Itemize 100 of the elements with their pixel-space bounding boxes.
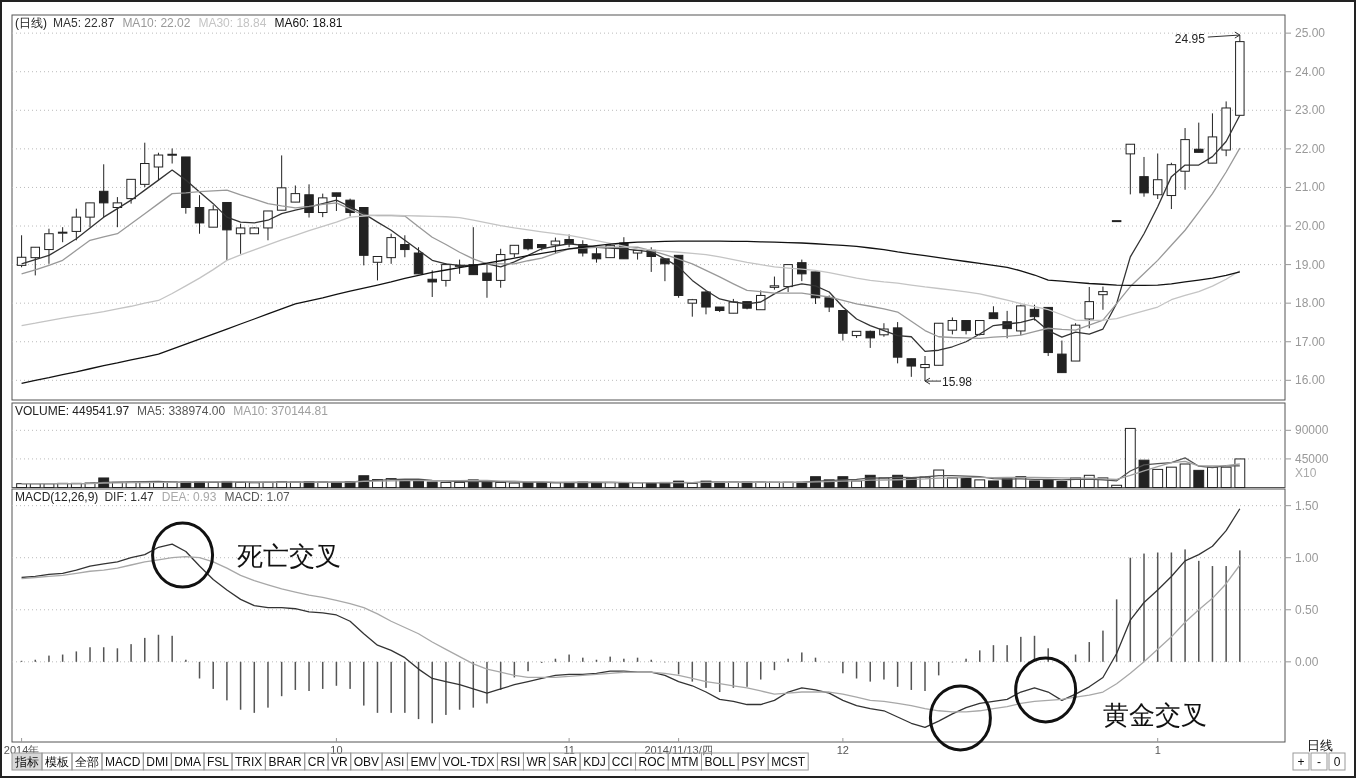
bar (43, 483, 55, 488)
text: SAR (552, 755, 578, 769)
bar (1234, 458, 1246, 488)
text: 模板 (45, 755, 69, 769)
text: OBV (353, 755, 380, 769)
text: WR (526, 755, 547, 769)
text: PSY (741, 755, 766, 769)
bar (1207, 466, 1218, 488)
x-tick-label: 12 (836, 744, 849, 756)
bar (1152, 468, 1164, 488)
text: KDJ (583, 755, 606, 769)
text: + (1297, 755, 1305, 769)
text: VR (331, 755, 349, 769)
annotation: 死亡交叉 (237, 540, 342, 571)
text: MA10: 22.02 (122, 16, 191, 30)
text: ROC (638, 755, 666, 769)
text: CCI (611, 755, 633, 769)
bar (974, 479, 986, 488)
y-tick-label: 1.50 (1295, 498, 1319, 513)
text: MA30: 18.84 (198, 16, 267, 30)
y-tick-label: 24.00 (1295, 64, 1326, 79)
bar (645, 482, 657, 488)
bar (413, 480, 424, 488)
bar (960, 477, 972, 488)
chart-title: MACD(12,26,9) (15, 490, 99, 504)
y-tick-label: 0.50 (1295, 602, 1319, 617)
bar (1165, 466, 1177, 488)
bar (851, 480, 862, 488)
bar (1042, 479, 1054, 488)
line-series (20, 508, 1241, 729)
text: 全部 (75, 755, 99, 769)
y-tick-label: 1.00 (1295, 550, 1319, 565)
bar (16, 483, 28, 488)
text: DIF: 1.47 (104, 490, 155, 504)
x-tick-label: 11 (563, 744, 575, 756)
bar (454, 481, 466, 488)
text: 日线 (1307, 738, 1333, 753)
bar (1138, 459, 1150, 488)
text: TRIX (235, 755, 263, 769)
annotation: 15.98 (942, 375, 973, 390)
text: 0 (1333, 755, 1341, 769)
bar (686, 482, 698, 488)
y-tick-label: 45000 (1295, 451, 1329, 466)
bar (1056, 480, 1068, 488)
bar (426, 481, 438, 488)
bar (1124, 427, 1136, 488)
text: BRAR (268, 755, 303, 769)
bar (1179, 463, 1191, 488)
text: CR (307, 755, 326, 769)
bar (618, 482, 630, 488)
y-tick-label: 23.00 (1295, 103, 1326, 118)
text: VOL-TDX (442, 755, 495, 769)
annotation: 24.95 (1174, 32, 1206, 47)
bar (440, 481, 452, 488)
text: 指标 (14, 755, 39, 769)
x-tick-label: 1 (1154, 744, 1161, 756)
text: ASI (385, 755, 405, 769)
text: - (1317, 755, 1321, 769)
y-tick-label: 16.00 (1295, 373, 1326, 388)
y-tick-label: 20.00 (1295, 219, 1326, 234)
bar (1193, 469, 1205, 488)
y-tick-label: 25.00 (1295, 26, 1326, 41)
text: FSL (207, 755, 230, 769)
y-tick-label: 18.00 (1295, 296, 1326, 311)
text: MTM (671, 755, 699, 769)
text: DMI (146, 755, 169, 769)
y-tick-label: 19.00 (1295, 257, 1326, 272)
text: VOLUME: 449541.97 (15, 404, 130, 418)
bar (495, 481, 507, 488)
y-tick-label: 90000 (1295, 423, 1329, 438)
text: MA5: 22.87 (53, 16, 115, 30)
y-tick-label: 0.00 (1295, 654, 1319, 669)
text: MACD: 1.07 (224, 490, 291, 504)
y-tick-label: 21.00 (1295, 180, 1326, 195)
y-tick-label: 22.00 (1295, 141, 1326, 156)
x-tick-label: 2014/11/13/四 (644, 744, 713, 756)
text: MA10: 370144.81 (233, 404, 329, 418)
text: X10 (1295, 465, 1317, 480)
text: MACD (105, 755, 141, 769)
text: BOLL (704, 755, 736, 769)
line-series (20, 147, 1241, 339)
bar (1220, 466, 1232, 488)
text: RSI (500, 755, 521, 769)
text: MA5: 338974.00 (137, 404, 226, 418)
bar (1111, 484, 1123, 488)
bar (508, 482, 520, 488)
line-series (20, 240, 1241, 385)
text: EMV (410, 755, 437, 769)
bar (399, 480, 411, 488)
text: MA60: 18.81 (274, 16, 343, 30)
text: DEA: 0.93 (161, 490, 217, 504)
text: DMA (174, 755, 202, 769)
x-tick-label: 10 (330, 744, 343, 756)
annotation: 黄金交叉 (1102, 700, 1207, 731)
chart-title: (日线) (15, 16, 47, 30)
y-tick-label: 17.00 (1295, 334, 1326, 349)
bar (522, 482, 534, 488)
text: MCST (771, 755, 806, 769)
bar (988, 480, 999, 488)
bar (1029, 480, 1040, 488)
